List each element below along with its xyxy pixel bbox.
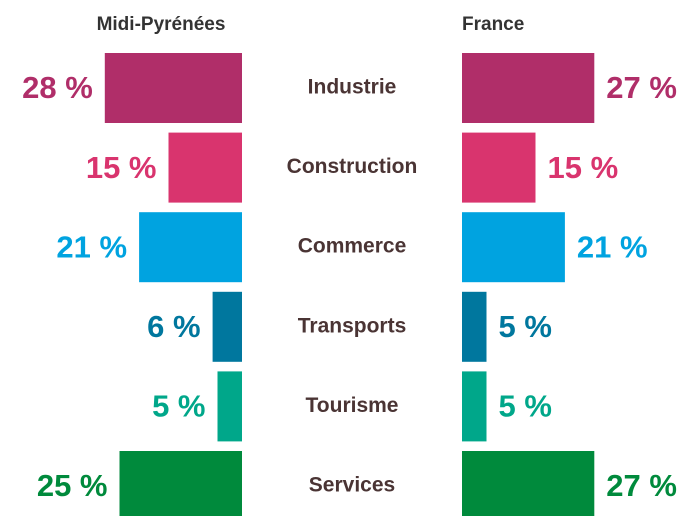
bar (462, 371, 487, 442)
category-label: Services (309, 474, 395, 497)
category-label: Commerce (298, 235, 407, 258)
value-label: 25 % (37, 468, 108, 503)
category-label: Construction (287, 155, 418, 178)
bar (104, 53, 242, 123)
bar (139, 212, 242, 283)
bar (462, 451, 595, 521)
bar (212, 291, 242, 362)
bar (462, 291, 487, 362)
bar (119, 451, 242, 521)
series-header: Midi-Pyrénées (97, 14, 226, 35)
value-label: 27 % (606, 70, 677, 105)
value-label: 5 % (152, 389, 205, 424)
value-label: 6 % (147, 309, 200, 344)
bar (462, 212, 565, 283)
series-header: France (462, 14, 524, 35)
value-label: 5 % (499, 309, 552, 344)
category-label: Transports (298, 314, 407, 337)
category-label: Industrie (308, 76, 397, 99)
bar (168, 132, 242, 203)
value-label: 15 % (86, 150, 157, 185)
bar (462, 53, 595, 123)
value-label: 28 % (22, 70, 93, 105)
value-label: 5 % (499, 389, 552, 424)
value-label: 27 % (606, 468, 677, 503)
value-label: 21 % (56, 229, 127, 264)
bar (217, 371, 242, 442)
category-label: Tourisme (306, 394, 399, 417)
value-label: 21 % (577, 229, 648, 264)
value-label: 15 % (548, 150, 619, 185)
bar (462, 132, 536, 203)
